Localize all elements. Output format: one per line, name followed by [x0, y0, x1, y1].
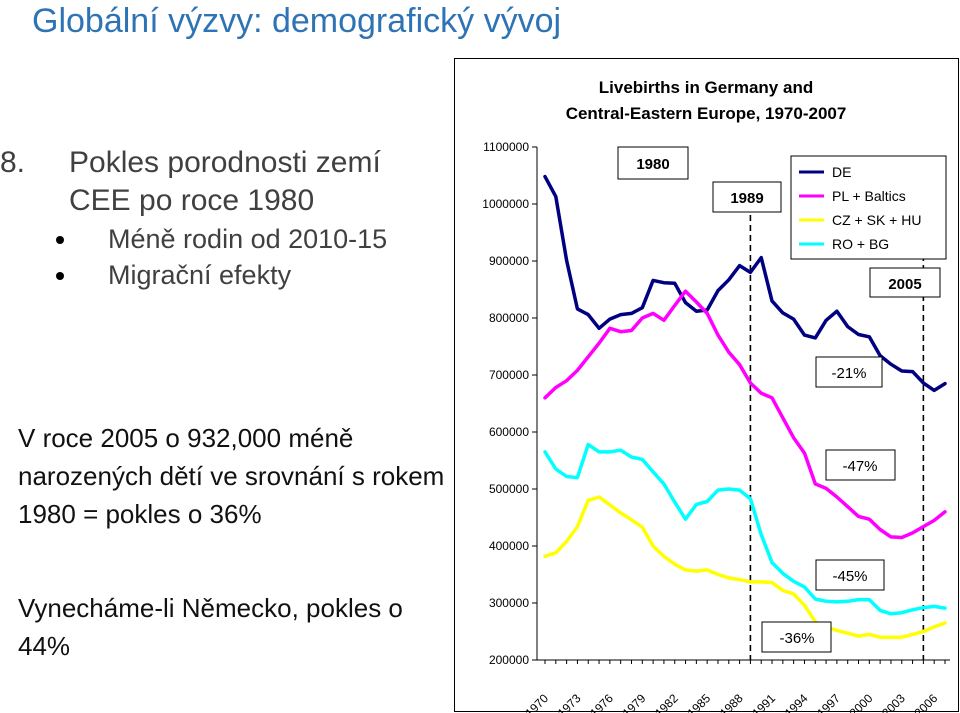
annotation-1989: 1989	[712, 181, 782, 213]
point-number: 8.	[0, 146, 26, 179]
bullet-text: Méně rodin od 2010-15	[108, 224, 388, 254]
svg-text:-36%: -36%	[779, 630, 814, 647]
legend-label-de: DE	[832, 164, 851, 180]
annotation-2005: 2005	[869, 267, 941, 298]
svg-text:1980: 1980	[636, 156, 669, 173]
x-tick-label: 1997	[814, 691, 843, 713]
x-tick-label: 1988	[717, 691, 746, 713]
series-line-3	[543, 442, 947, 616]
legend-label-ro: RO + BG	[832, 236, 889, 252]
chart-subtitle: Central-Eastern Europe, 1970-2007	[566, 104, 847, 123]
svg-text:-21%: -21%	[831, 365, 866, 382]
svg-text:-45%: -45%	[832, 568, 867, 585]
y-tick-label: 700000	[489, 368, 529, 382]
x-tick-label: 2000	[847, 691, 876, 713]
x-tick-label: 1982	[652, 691, 681, 713]
note-line: V roce 2005 o 932,000 méně	[18, 423, 354, 453]
svg-text:2005: 2005	[888, 276, 921, 293]
y-tick-label: 400000	[489, 539, 529, 553]
x-tick-label: 1985	[685, 691, 714, 713]
series-line-2	[543, 495, 947, 639]
y-tick-label: 1000000	[482, 197, 529, 211]
note-line: 1980 = pokles o 36%	[18, 499, 262, 529]
note-line: 44%	[18, 631, 71, 661]
x-tick-label: 1970	[522, 691, 551, 713]
note-without-germany: Vynecháme-li Německo, pokles o 44%	[18, 589, 403, 665]
annotation-minus-45: -45%	[815, 559, 885, 591]
note-line: narozených dětí ve srovnání s rokem	[18, 461, 445, 491]
y-tick-label: 1100000	[483, 140, 529, 154]
legend-label-cz: CZ + SK + HU	[832, 212, 921, 228]
note-2005-decline: V roce 2005 o 932,000 méně narozených dě…	[18, 419, 444, 533]
x-tick-label: 1979	[620, 691, 649, 713]
legend-label-pl: PL + Baltics	[832, 188, 906, 204]
point-line-2: CEE po roce 1980	[69, 184, 315, 217]
y-tick-label: 800000	[489, 311, 529, 325]
annotation-minus-21: -21%	[815, 356, 883, 388]
x-tick-label: 1994	[782, 691, 811, 713]
point-text: Pokles porodnosti zemí CEE po roce 1980	[69, 144, 429, 220]
note-line: Vynecháme-li Německo, pokles o	[18, 593, 403, 623]
y-tick-label: 500000	[489, 482, 529, 496]
x-tick-label: 2006	[912, 691, 941, 713]
x-tick-label: 1991	[749, 691, 778, 713]
y-tick-label: 600000	[489, 425, 529, 439]
series-line-1	[543, 289, 947, 540]
annotation-1980: 1980	[617, 146, 689, 180]
chart-title: Livebirths in Germany and	[599, 78, 813, 97]
svg-text:1989: 1989	[730, 190, 763, 207]
chart-frame	[454, 58, 959, 712]
annotation-minus-36: -36%	[761, 621, 832, 653]
chart-legend: DE PL + Baltics CZ + SK + HU RO + BG	[790, 155, 947, 260]
bullet-dot-icon	[56, 236, 64, 244]
y-tick-label: 900000	[489, 254, 529, 268]
series-line-0	[543, 174, 947, 393]
slide-title: Globální výzvy: demografický vývoj	[32, 2, 562, 40]
svg-text:-47%: -47%	[842, 458, 877, 475]
y-tick-label: 200000	[489, 653, 529, 667]
bullet-dot-icon	[56, 272, 64, 280]
x-tick-label: 1973	[555, 691, 584, 713]
x-tick-label: 2003	[879, 691, 908, 713]
x-tick-label: 1976	[587, 691, 616, 713]
y-tick-label: 300000	[489, 596, 529, 610]
annotation-minus-47: -47%	[825, 449, 896, 481]
bullet-text: Migrační efekty	[108, 260, 292, 290]
point-line-1: Pokles porodnosti zemí	[69, 146, 381, 179]
